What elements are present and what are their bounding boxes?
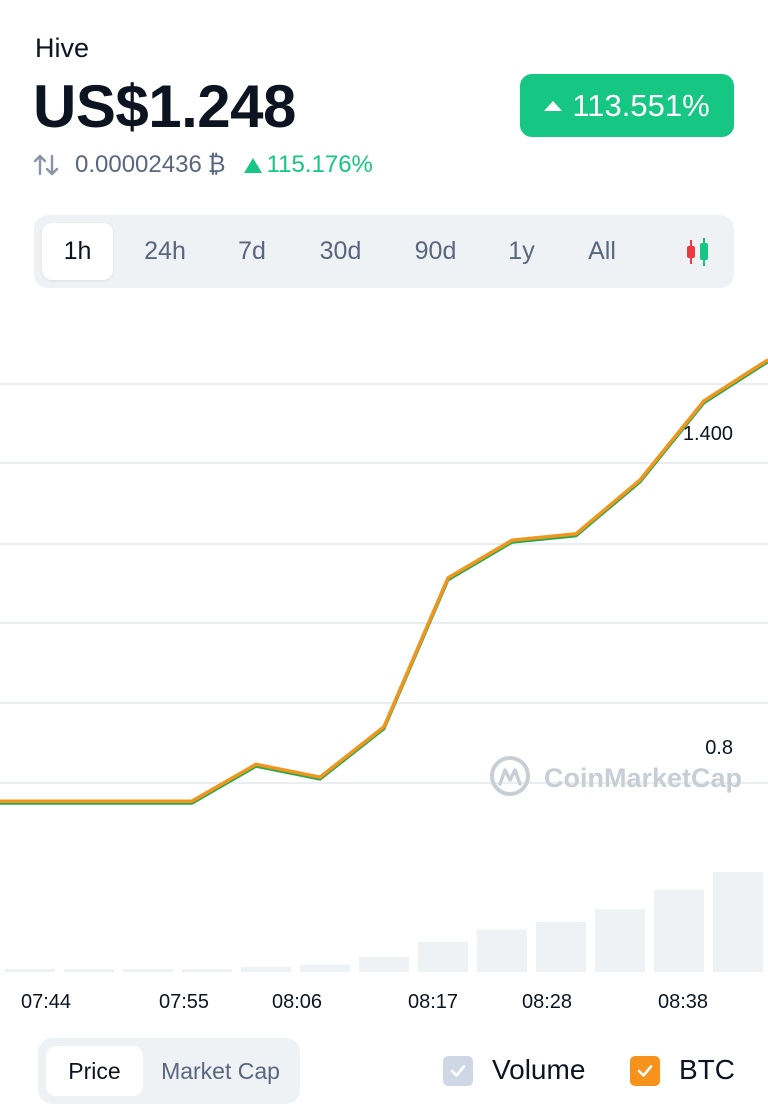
time-range-selector: 1h 24h 7d 30d 90d 1y All bbox=[34, 215, 734, 288]
x-tick-label: 07:55 bbox=[159, 991, 210, 1013]
checkmark-icon bbox=[637, 1065, 653, 1077]
volume-bar bbox=[477, 929, 527, 972]
x-tick-label: 07:44 bbox=[21, 991, 72, 1013]
price-value: US$1.248 bbox=[33, 73, 296, 140]
volume-label: Volume bbox=[492, 1054, 586, 1085]
volume-checkbox[interactable] bbox=[443, 1056, 473, 1086]
coin-name: Hive bbox=[35, 33, 90, 63]
coinmarketcap-logo-mark bbox=[498, 768, 522, 786]
chart-type-toggle: Price Market Cap bbox=[38, 1038, 300, 1104]
swap-arrows-icon[interactable] bbox=[33, 152, 59, 178]
coinmarketcap-logo-icon bbox=[490, 756, 530, 796]
tab-1h[interactable]: 1h bbox=[42, 223, 113, 280]
btc-label: BTC bbox=[679, 1054, 735, 1085]
watermark-text: CoinMarketCap bbox=[544, 763, 742, 793]
x-tick-label: 08:17 bbox=[408, 991, 459, 1013]
price-chart[interactable]: CoinMarketCap 1.400 0.8 bbox=[0, 300, 768, 980]
tab-7d[interactable]: 7d bbox=[238, 237, 266, 265]
tab-1y[interactable]: 1y bbox=[508, 237, 535, 265]
price-toggle-button[interactable]: Price bbox=[46, 1046, 143, 1096]
checkmark-icon bbox=[450, 1065, 466, 1077]
candlestick-icon[interactable] bbox=[682, 236, 714, 268]
btc-checkbox[interactable] bbox=[630, 1056, 660, 1086]
volume-bar bbox=[300, 964, 350, 972]
arrow-up-icon bbox=[544, 100, 563, 111]
volume-bar bbox=[713, 872, 763, 972]
volume-bar bbox=[241, 967, 291, 972]
volume-bar bbox=[536, 922, 586, 972]
arrow-up-icon bbox=[243, 157, 262, 173]
volume-bar bbox=[418, 942, 468, 972]
tab-all[interactable]: All bbox=[588, 237, 616, 265]
chart-grid bbox=[0, 383, 768, 784]
y-tick-label: 0.8 bbox=[705, 737, 733, 759]
volume-bar bbox=[64, 969, 114, 972]
coinmarketcap-watermark: CoinMarketCap bbox=[490, 756, 742, 796]
tab-30d[interactable]: 30d bbox=[319, 237, 362, 265]
x-tick-label: 08:28 bbox=[522, 991, 573, 1013]
price-line bbox=[0, 358, 768, 805]
btc-price-row: 0.00002436 ₿ 115.176% bbox=[33, 148, 373, 182]
volume-bar bbox=[359, 957, 409, 972]
market-cap-toggle-button[interactable]: Market Cap bbox=[161, 1058, 280, 1084]
volume-bar bbox=[182, 969, 232, 972]
btc-change-pct: 115.176% bbox=[266, 151, 373, 178]
volume-bar bbox=[595, 909, 645, 972]
price-change-badge: 113.551% bbox=[520, 74, 734, 137]
y-tick-labels: 1.400 0.8 bbox=[683, 423, 733, 759]
price-change-pct: 113.551% bbox=[572, 87, 710, 123]
volume-bar bbox=[123, 969, 173, 972]
tab-24h[interactable]: 24h bbox=[144, 237, 186, 265]
volume-bars bbox=[5, 872, 763, 972]
x-tick-label: 08:06 bbox=[272, 991, 323, 1013]
x-tick-label: 08:38 bbox=[658, 991, 709, 1013]
volume-bar bbox=[654, 889, 704, 972]
btc-price-line bbox=[0, 358, 768, 803]
usd-price-line bbox=[0, 360, 768, 805]
volume-bar bbox=[5, 969, 55, 972]
bitcoin-symbol: ₿ bbox=[207, 151, 226, 178]
btc-price: 0.00002436 bbox=[75, 151, 202, 178]
y-tick-label: 1.400 bbox=[683, 423, 733, 445]
tab-90d[interactable]: 90d bbox=[414, 237, 457, 265]
